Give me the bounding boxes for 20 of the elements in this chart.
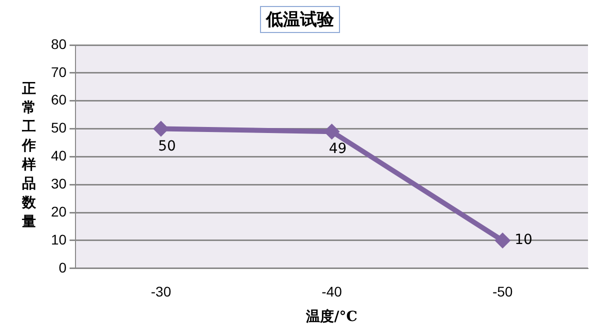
- x-tick-label: -50: [492, 284, 513, 300]
- y-tick-label: 10: [50, 231, 67, 248]
- y-tick-label: 70: [50, 64, 67, 80]
- data-label: 10: [514, 232, 532, 248]
- y-tick-label: 20: [50, 203, 67, 220]
- y-tick-label: 0: [58, 259, 67, 276]
- x-axis-title: 温度/°C: [305, 308, 358, 326]
- data-label: 49: [328, 141, 347, 158]
- y-tick-label: 30: [50, 175, 67, 192]
- y-tick-label: 80: [50, 36, 67, 52]
- x-tick-label: -30: [150, 284, 172, 300]
- y-tick-label: 60: [50, 92, 67, 108]
- chart-title: 低温试验: [260, 6, 340, 33]
- data-label: 50: [158, 138, 176, 154]
- y-axis-title: 正常工作样品数量: [22, 80, 37, 232]
- point: [152, 120, 169, 137]
- x-tick-label: -40: [322, 284, 342, 300]
- y-tick-label: 40: [50, 148, 67, 164]
- y-tick-label: 50: [50, 120, 67, 136]
- point: [494, 232, 511, 248]
